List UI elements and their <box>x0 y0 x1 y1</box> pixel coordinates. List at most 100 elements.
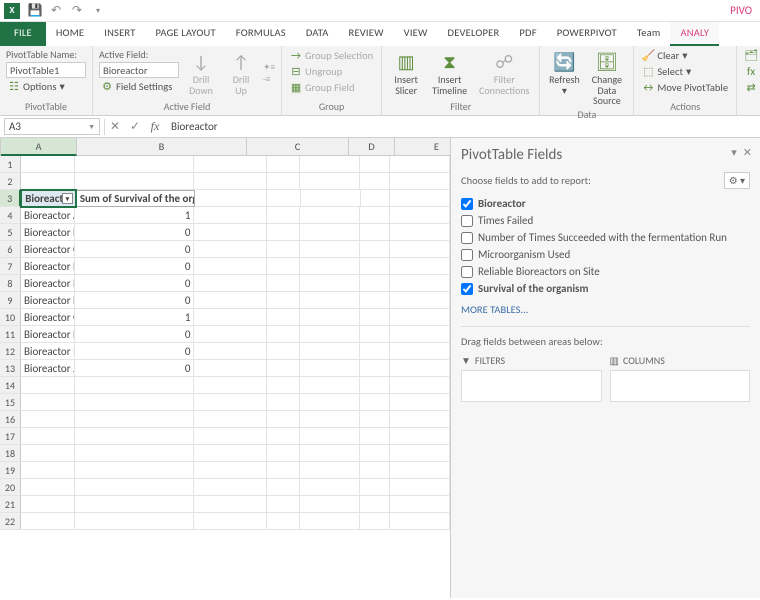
cell-F22[interactable] <box>360 513 390 530</box>
cell-E9[interactable] <box>300 292 360 309</box>
cell-E20[interactable] <box>300 479 360 496</box>
cell-C11[interactable] <box>194 326 266 343</box>
accept-formula-icon[interactable]: ✓ <box>125 119 145 134</box>
cell-F11[interactable] <box>360 326 390 343</box>
cell-F6[interactable] <box>360 241 390 258</box>
filters-drop-area[interactable] <box>461 370 602 402</box>
field-checkbox-4[interactable] <box>461 266 473 278</box>
row-header-6[interactable]: 6 <box>0 241 21 258</box>
cancel-formula-icon[interactable]: ✕ <box>105 119 125 134</box>
group-field-button[interactable]: ▦Group Field <box>288 80 375 95</box>
cell-E2[interactable] <box>300 173 360 190</box>
cell-A8[interactable]: Bioreactor E <box>21 275 75 292</box>
cell-B5[interactable]: 0 <box>75 224 194 241</box>
row-header-5[interactable]: 5 <box>0 224 21 241</box>
cell-D7[interactable] <box>267 258 301 275</box>
cell-D6[interactable] <box>267 241 301 258</box>
cell-C5[interactable] <box>194 224 266 241</box>
cell-A19[interactable] <box>21 462 75 479</box>
cell-G7[interactable] <box>390 258 450 275</box>
pivot-filter-dropdown-icon[interactable]: ▾ <box>62 193 73 204</box>
cell-E7[interactable] <box>300 258 360 275</box>
row-header-3[interactable]: 3 <box>0 190 21 207</box>
cell-A7[interactable]: Bioreactor D <box>21 258 75 275</box>
cell-B4[interactable]: 1 <box>75 207 194 224</box>
cell-F1[interactable] <box>360 156 390 173</box>
cell-D12[interactable] <box>267 343 301 360</box>
change-data-source-button[interactable]: 🗄Change Data Source <box>586 48 627 107</box>
cell-G13[interactable] <box>390 360 450 377</box>
cell-F13[interactable] <box>360 360 390 377</box>
field-checkbox-2[interactable] <box>461 232 473 244</box>
cell-B3[interactable]: Sum of Survival of the organism <box>76 190 195 207</box>
cell-G6[interactable] <box>390 241 450 258</box>
row-header-9[interactable]: 9 <box>0 292 21 309</box>
cell-B13[interactable]: 0 <box>75 360 194 377</box>
cell-A4[interactable]: Bioreactor A <box>21 207 75 224</box>
select-button[interactable]: ⬚Select ▾ <box>640 64 730 79</box>
insert-function-icon[interactable]: fx <box>145 119 165 134</box>
field-item-5[interactable]: Survival of the organism <box>461 280 750 297</box>
cell-B10[interactable]: 1 <box>75 309 194 326</box>
cell-C16[interactable] <box>194 411 266 428</box>
cell-D18[interactable] <box>267 445 301 462</box>
cell-F5[interactable] <box>360 224 390 241</box>
cell-G8[interactable] <box>390 275 450 292</box>
cell-B16[interactable] <box>75 411 194 428</box>
field-item-2[interactable]: Number of Times Succeeded with the ferme… <box>461 229 750 246</box>
row-header-13[interactable]: 13 <box>0 360 21 377</box>
cell-D5[interactable] <box>267 224 301 241</box>
cell-A2[interactable] <box>21 173 75 190</box>
cell-A12[interactable]: Bioreactor I <box>21 343 75 360</box>
cell-F7[interactable] <box>360 258 390 275</box>
cell-D17[interactable] <box>267 428 301 445</box>
formula-input[interactable]: Bioreactor <box>165 120 760 133</box>
cell-E21[interactable] <box>300 496 360 513</box>
cell-E11[interactable] <box>300 326 360 343</box>
field-item-3[interactable]: Microorganism Used <box>461 246 750 263</box>
relationships-button[interactable]: ⇄Relation <box>743 80 760 95</box>
fields-items-button[interactable]: 🗂Fields, <box>743 48 760 63</box>
row-header-14[interactable]: 14 <box>0 377 21 394</box>
cell-B9[interactable]: 0 <box>75 292 194 309</box>
drill-up-button[interactable]: ↑ Drill Up <box>223 48 259 99</box>
cell-G21[interactable] <box>390 496 450 513</box>
cell-E5[interactable] <box>300 224 360 241</box>
cell-A5[interactable]: Bioreactor B <box>21 224 75 241</box>
panel-layout-button[interactable]: ⚙ ▾ <box>724 172 750 189</box>
active-field-input[interactable]: Bioreactor <box>99 62 179 78</box>
cell-D22[interactable] <box>267 513 301 530</box>
cell-G22[interactable] <box>390 513 450 530</box>
cell-E14[interactable] <box>300 377 360 394</box>
group-selection-button[interactable]: →Group Selection <box>288 48 375 63</box>
cell-A16[interactable] <box>21 411 75 428</box>
cell-G2[interactable] <box>390 173 450 190</box>
cell-A13[interactable]: Bioreactor J <box>21 360 75 377</box>
tab-review[interactable]: REVIEW <box>339 22 394 46</box>
cell-F8[interactable] <box>360 275 390 292</box>
ungroup-button[interactable]: ⊟Ungroup <box>288 64 375 79</box>
cell-C14[interactable] <box>194 377 266 394</box>
refresh-button[interactable]: 🔄Refresh▾ <box>546 48 582 107</box>
cell-E3[interactable] <box>301 190 361 207</box>
cell-G4[interactable] <box>390 207 450 224</box>
cell-C17[interactable] <box>194 428 266 445</box>
column-header-C[interactable]: C <box>247 138 349 156</box>
cell-G3[interactable] <box>390 190 450 207</box>
cell-F17[interactable] <box>360 428 390 445</box>
cell-D19[interactable] <box>267 462 301 479</box>
cell-G15[interactable] <box>390 394 450 411</box>
cell-C15[interactable] <box>194 394 266 411</box>
cell-D2[interactable] <box>267 173 301 190</box>
cell-B19[interactable] <box>75 462 194 479</box>
cell-G11[interactable] <box>390 326 450 343</box>
cell-C21[interactable] <box>194 496 266 513</box>
cell-A11[interactable]: Bioreactor H <box>21 326 75 343</box>
cell-E19[interactable] <box>300 462 360 479</box>
cell-B18[interactable] <box>75 445 194 462</box>
cell-A18[interactable] <box>21 445 75 462</box>
cell-F21[interactable] <box>360 496 390 513</box>
cell-F20[interactable] <box>360 479 390 496</box>
row-header-8[interactable]: 8 <box>0 275 21 292</box>
cell-B15[interactable] <box>75 394 194 411</box>
